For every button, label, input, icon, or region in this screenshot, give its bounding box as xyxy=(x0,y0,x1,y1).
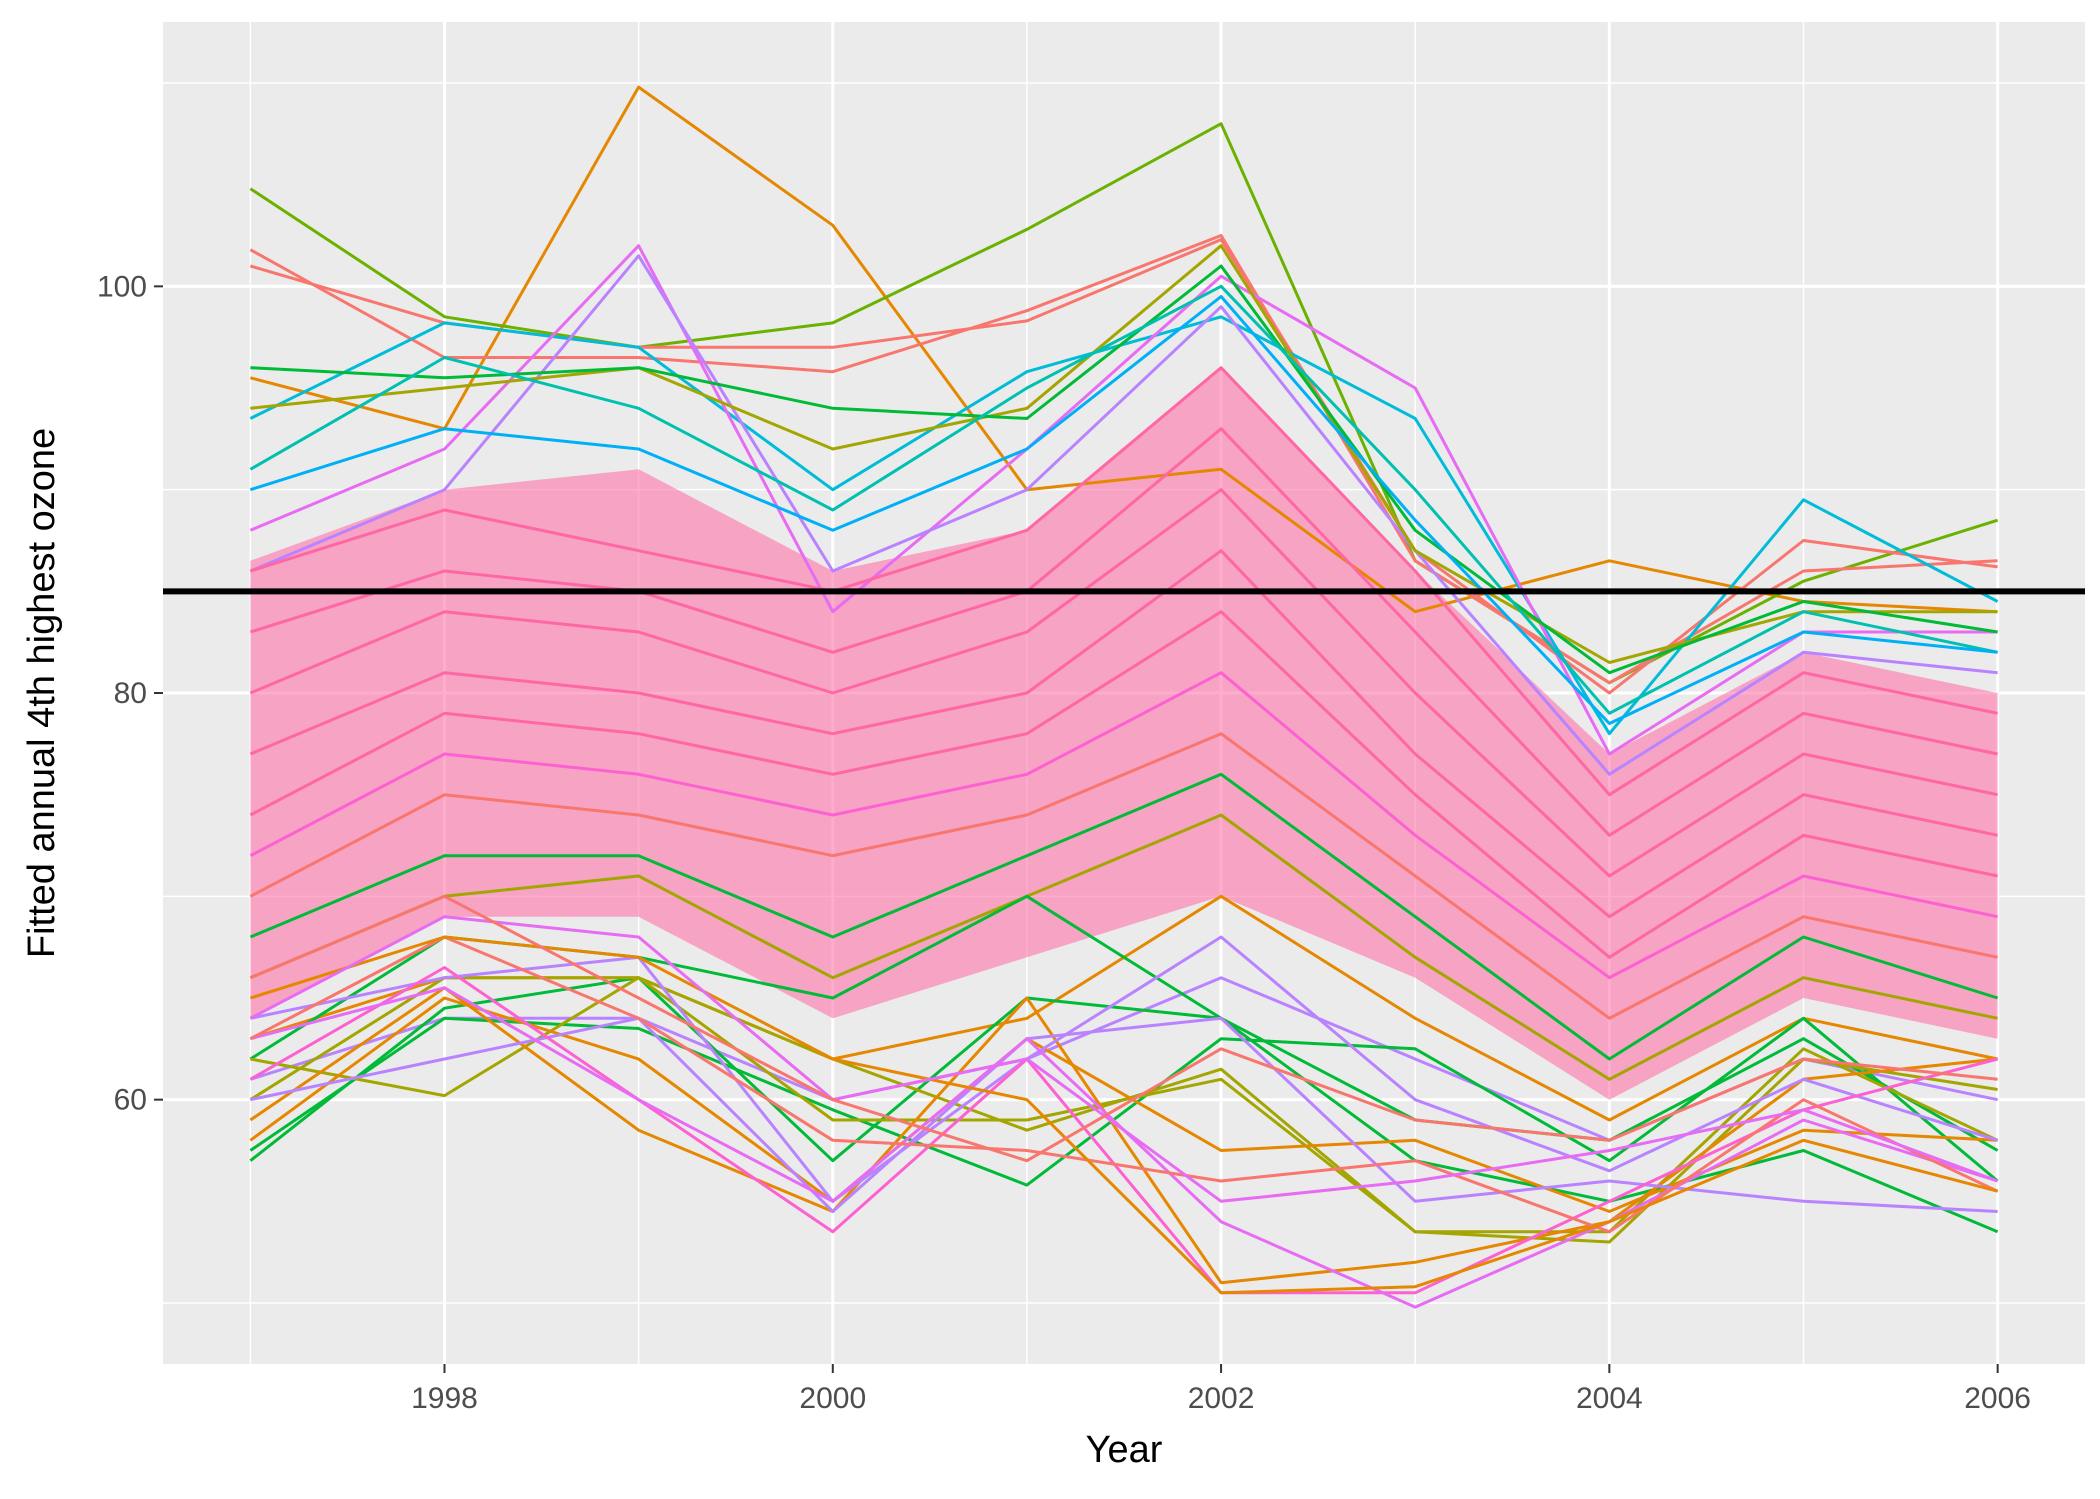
series-line-14 xyxy=(249,488,1998,878)
series-line-9 xyxy=(250,264,1998,675)
series-line-2 xyxy=(249,122,1999,685)
series-line-11 xyxy=(249,295,1998,725)
series-line-12 xyxy=(249,366,1998,797)
series-line-36 xyxy=(249,915,1999,1203)
series-line-32 xyxy=(249,966,1998,1295)
series-line-4 xyxy=(249,234,1998,685)
x-tick-label: 2002 xyxy=(1188,1382,1255,1415)
x-tick-label: 2000 xyxy=(799,1382,866,1415)
series-line-1 xyxy=(250,85,1998,614)
series-line-17 xyxy=(249,671,1998,980)
series-line-13 xyxy=(249,427,1998,837)
series-line-10 xyxy=(249,284,1998,715)
x-axis-title: Year xyxy=(1086,1429,1163,1471)
series-line-15 xyxy=(249,549,1998,919)
series-line-24 xyxy=(249,1016,1999,1187)
series-line-19 xyxy=(249,772,1999,1061)
series-line-31 xyxy=(250,935,1999,1203)
y-axis-title: Fitted annual 4th highest ozone xyxy=(21,428,63,958)
series-line-34 xyxy=(249,935,1999,1234)
y-axis-ticks: 60 80 100 xyxy=(97,270,163,1117)
x-tick-label: 2004 xyxy=(1576,1382,1643,1415)
x-tick-label: 2006 xyxy=(1964,1382,2031,1415)
series-line-28 xyxy=(249,986,1998,1285)
y-tick-label: 60 xyxy=(114,1084,147,1117)
series-line-18 xyxy=(249,732,1998,1020)
x-axis-ticks: 1998 2000 2002 2004 2006 xyxy=(411,1364,2031,1415)
series-lines xyxy=(249,85,1999,1309)
series-line-37 xyxy=(249,894,1998,1163)
y-tick-label: 80 xyxy=(114,677,147,710)
series-line-16 xyxy=(249,610,1998,959)
series-line-6 xyxy=(249,244,1998,756)
series-line-30 xyxy=(250,1016,1998,1213)
series-line-5 xyxy=(249,315,1999,736)
series-line-20 xyxy=(249,813,1998,1081)
y-tick-label: 100 xyxy=(97,270,147,303)
x-tick-label: 1998 xyxy=(411,1382,478,1415)
